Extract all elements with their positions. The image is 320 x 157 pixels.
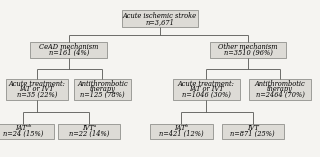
Text: Acute ischemic stroke: Acute ischemic stroke — [123, 11, 197, 19]
FancyBboxPatch shape — [122, 10, 198, 27]
Text: n=871 (25%): n=871 (25%) — [230, 130, 275, 138]
Text: n=35 (22%): n=35 (22%) — [17, 91, 57, 99]
Text: IATᵃʰ: IATᵃʰ — [15, 124, 31, 132]
FancyBboxPatch shape — [249, 79, 311, 100]
Text: n=161 (4%): n=161 (4%) — [49, 49, 89, 57]
Text: n=1046 (30%): n=1046 (30%) — [182, 91, 231, 99]
Text: n=3,671: n=3,671 — [146, 18, 174, 26]
FancyBboxPatch shape — [0, 124, 54, 138]
Text: Other mechanism: Other mechanism — [218, 43, 278, 51]
FancyBboxPatch shape — [210, 42, 286, 58]
Text: therapy: therapy — [267, 86, 293, 93]
FancyBboxPatch shape — [58, 124, 120, 138]
FancyBboxPatch shape — [30, 42, 107, 58]
Text: IVTᵃ: IVTᵃ — [82, 124, 96, 132]
FancyBboxPatch shape — [221, 124, 284, 138]
FancyBboxPatch shape — [6, 79, 68, 100]
Text: Antithrombotic: Antithrombotic — [255, 80, 305, 88]
FancyBboxPatch shape — [173, 79, 240, 100]
Text: Antithrombotic: Antithrombotic — [77, 80, 128, 88]
Text: therapy: therapy — [90, 86, 115, 93]
Text: IAT or IVT: IAT or IVT — [20, 86, 54, 93]
Text: IATᵇ: IATᵇ — [174, 124, 188, 132]
Text: CeAD mechanism: CeAD mechanism — [39, 43, 99, 51]
Text: Acute treatment:: Acute treatment: — [8, 80, 65, 88]
Text: n=421 (12%): n=421 (12%) — [159, 130, 204, 138]
Text: n=3510 (96%): n=3510 (96%) — [224, 49, 272, 57]
Text: IAT or IVT: IAT or IVT — [189, 86, 224, 93]
Text: n=24 (15%): n=24 (15%) — [3, 130, 43, 138]
FancyBboxPatch shape — [150, 124, 212, 138]
FancyBboxPatch shape — [74, 79, 131, 100]
Text: IVT: IVT — [247, 124, 259, 132]
Text: Acute treatment:: Acute treatment: — [178, 80, 235, 88]
Text: n=125 (78%): n=125 (78%) — [80, 91, 125, 99]
Text: n=22 (14%): n=22 (14%) — [69, 130, 109, 138]
Text: n=2464 (70%): n=2464 (70%) — [256, 91, 304, 99]
